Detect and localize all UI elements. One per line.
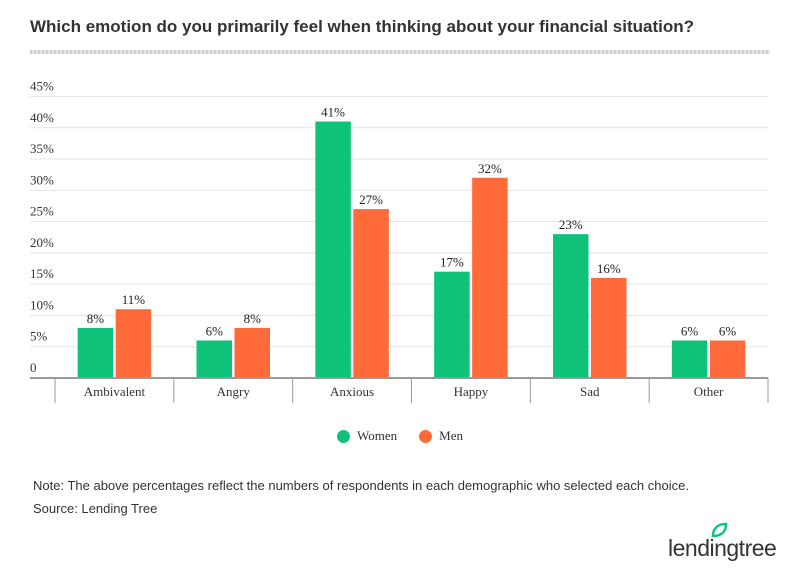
data-label: 6% — [719, 323, 737, 338]
legend-label: Men — [439, 428, 463, 443]
y-tick-label: 30% — [30, 172, 54, 187]
y-tick-label: 40% — [30, 110, 54, 125]
legend: Women Men — [0, 428, 800, 444]
legend-swatch-men — [419, 429, 433, 443]
bar-men — [353, 209, 389, 378]
source: Source: Lending Tree — [33, 501, 158, 516]
data-label: 17% — [440, 255, 464, 270]
x-tick-label: Other — [694, 384, 724, 399]
y-tick-label: 15% — [30, 266, 54, 281]
data-label: 11% — [122, 292, 146, 307]
y-tick-label: 0 — [30, 360, 37, 375]
x-tick-label: Angry — [217, 384, 251, 399]
bar-women — [553, 234, 589, 378]
y-tick-label: 10% — [30, 297, 54, 312]
bar-men — [115, 309, 152, 378]
y-tick-label: 45% — [30, 79, 54, 94]
data-label: 16% — [597, 261, 621, 276]
lendingtree-logo: lendingtree — [668, 535, 777, 561]
chart-title: Which emotion do you primarily feel when… — [30, 17, 694, 36]
bar-chart: 0 5% 10% 15% 20% 25% 30% 35% 40% 45% Ambivalent 8% 1… — [30, 79, 769, 403]
legend-label: Women — [357, 428, 398, 443]
legend-item-men[interactable]: Men — [419, 428, 463, 444]
data-label: 41% — [321, 105, 345, 120]
y-tick-label: 25% — [30, 204, 54, 219]
bar-men — [234, 327, 270, 378]
bar-women — [315, 121, 351, 379]
y-tick-label: 35% — [30, 141, 54, 156]
data-label: 32% — [478, 161, 502, 176]
data-label: 8% — [244, 311, 262, 326]
data-label: 23% — [559, 217, 583, 232]
bar-women — [434, 271, 470, 378]
y-tick-label: 5% — [30, 329, 48, 344]
bar-men — [591, 277, 627, 378]
x-tick-label: Sad — [580, 384, 600, 399]
bar-men — [472, 177, 508, 378]
data-label: 8% — [87, 311, 105, 326]
x-tick-label: Happy — [454, 384, 489, 399]
bar-women — [196, 340, 232, 378]
legend-swatch-women — [337, 429, 351, 443]
leaf-icon — [711, 522, 728, 538]
y-tick-label: 20% — [30, 235, 54, 250]
x-tick-label: Ambivalent — [84, 384, 146, 399]
data-label: 27% — [359, 192, 383, 207]
bar-women — [77, 327, 114, 378]
legend-item-women[interactable]: Women — [337, 428, 397, 444]
note: Note: The above percentages reflect the … — [33, 478, 689, 493]
data-label: 6% — [681, 323, 699, 338]
title-divider — [30, 50, 770, 54]
data-label: 6% — [206, 323, 224, 338]
bar-women — [671, 340, 708, 378]
x-tick-label: Anxious — [330, 384, 374, 399]
bar-men — [709, 340, 746, 378]
